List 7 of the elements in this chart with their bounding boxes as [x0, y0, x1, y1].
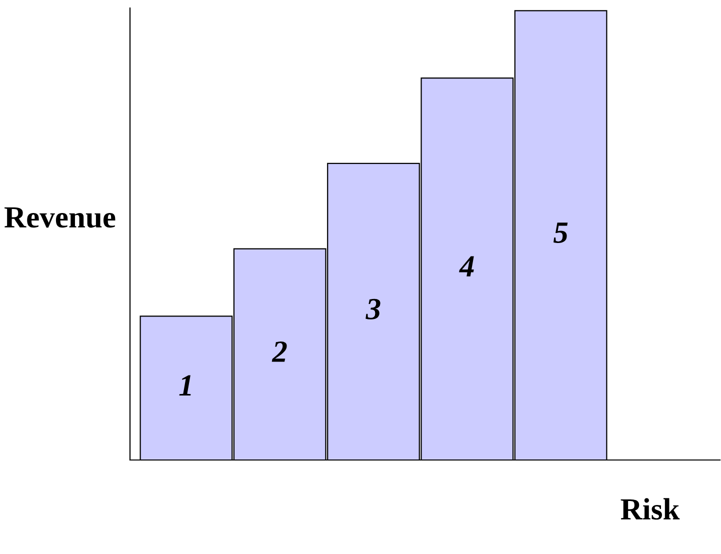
x-tick-label: 5 [554, 222, 568, 243]
x-tick-label: 2 [272, 342, 287, 362]
x-tick-label: 1 [179, 375, 191, 396]
y-axis-title: Revenue [4, 207, 116, 228]
x-axis-title: Risk [620, 498, 680, 520]
x-tick-label: 4 [459, 256, 474, 276]
x-tick-label: 3 [366, 298, 380, 320]
